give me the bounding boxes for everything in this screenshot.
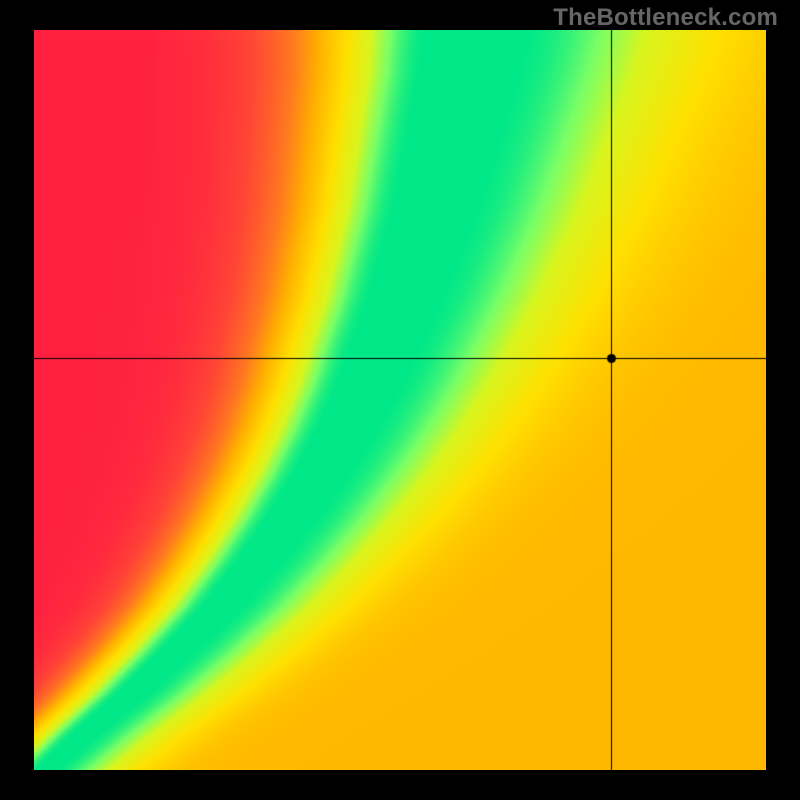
bottleneck-heatmap — [34, 30, 766, 770]
chart-container: { "meta": { "width_px": 800, "height_px"… — [0, 0, 800, 800]
watermark-text: TheBottleneck.com — [553, 4, 778, 32]
